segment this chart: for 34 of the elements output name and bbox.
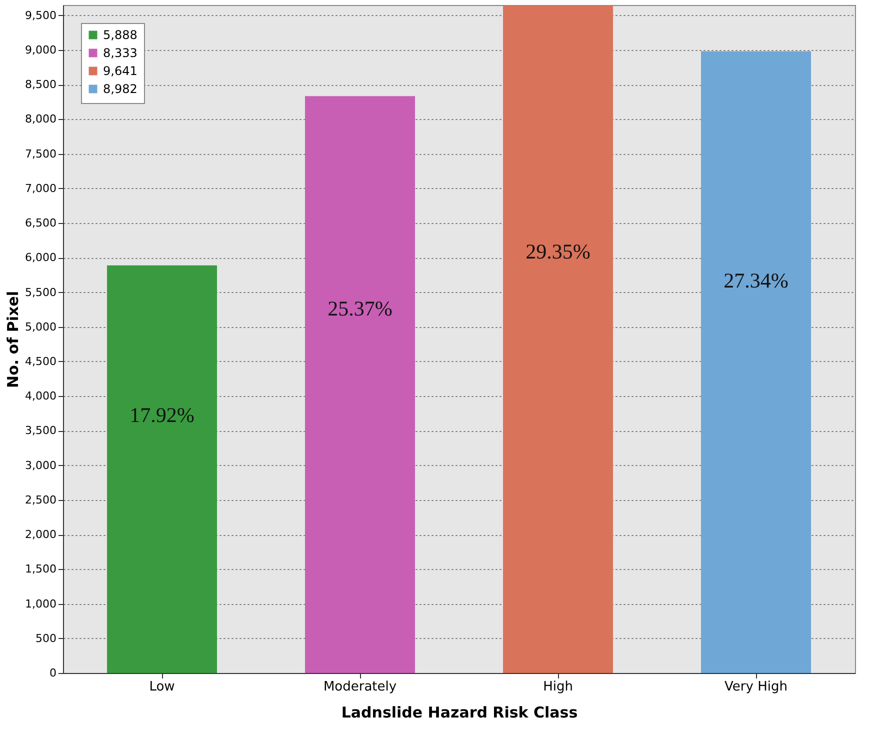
y-tick-label: 7,500	[25, 147, 56, 160]
x-tick-label: High	[543, 680, 573, 694]
legend-label: 8,982	[103, 82, 138, 96]
y-tick-label: 4,500	[25, 354, 56, 368]
annotation: 25.37%	[328, 296, 392, 321]
y-tick-label: 7,000	[25, 182, 56, 195]
y-tick-label: 2,500	[25, 493, 56, 506]
y-tick-label: 6,000	[25, 251, 56, 264]
y-tick-label: 4,000	[25, 390, 56, 403]
y-tick-label: 3,000	[25, 458, 56, 472]
y-tick-label: 0	[50, 666, 56, 680]
legend-label: 9,641	[103, 64, 138, 78]
y-tick-label: 6,500	[25, 216, 56, 230]
x-tick-label: Low	[149, 680, 176, 694]
y-tick-label: 5,000	[25, 320, 56, 334]
y-tick-label: 1,500	[25, 562, 56, 576]
y-tick-label: 500	[36, 632, 56, 645]
y-tick-label: 3,500	[25, 424, 56, 438]
legend-label: 5,888	[103, 28, 138, 42]
x-tick-label: Very High	[724, 680, 788, 694]
legend-label: 8,333	[103, 46, 138, 60]
y-tick-label: 9,500	[25, 8, 56, 22]
y-tick-label: 9,000	[25, 43, 56, 56]
y-tick-label: 8,000	[25, 112, 56, 126]
annotation: 17.92%	[130, 403, 194, 428]
y-tick-label: 2,000	[25, 528, 56, 542]
x-axis-title: Ladnslide Hazard Risk Class	[341, 704, 578, 722]
annotation: 27.34%	[724, 268, 788, 292]
y-tick-label: 8,500	[25, 78, 56, 92]
annotation: 29.35%	[526, 240, 590, 264]
y-tick-label: 1,000	[25, 597, 56, 610]
y-tick-label: 5,500	[25, 286, 56, 299]
y-axis-title: No. of Pixel	[4, 291, 22, 388]
x-tick-label: Moderately	[323, 680, 397, 694]
